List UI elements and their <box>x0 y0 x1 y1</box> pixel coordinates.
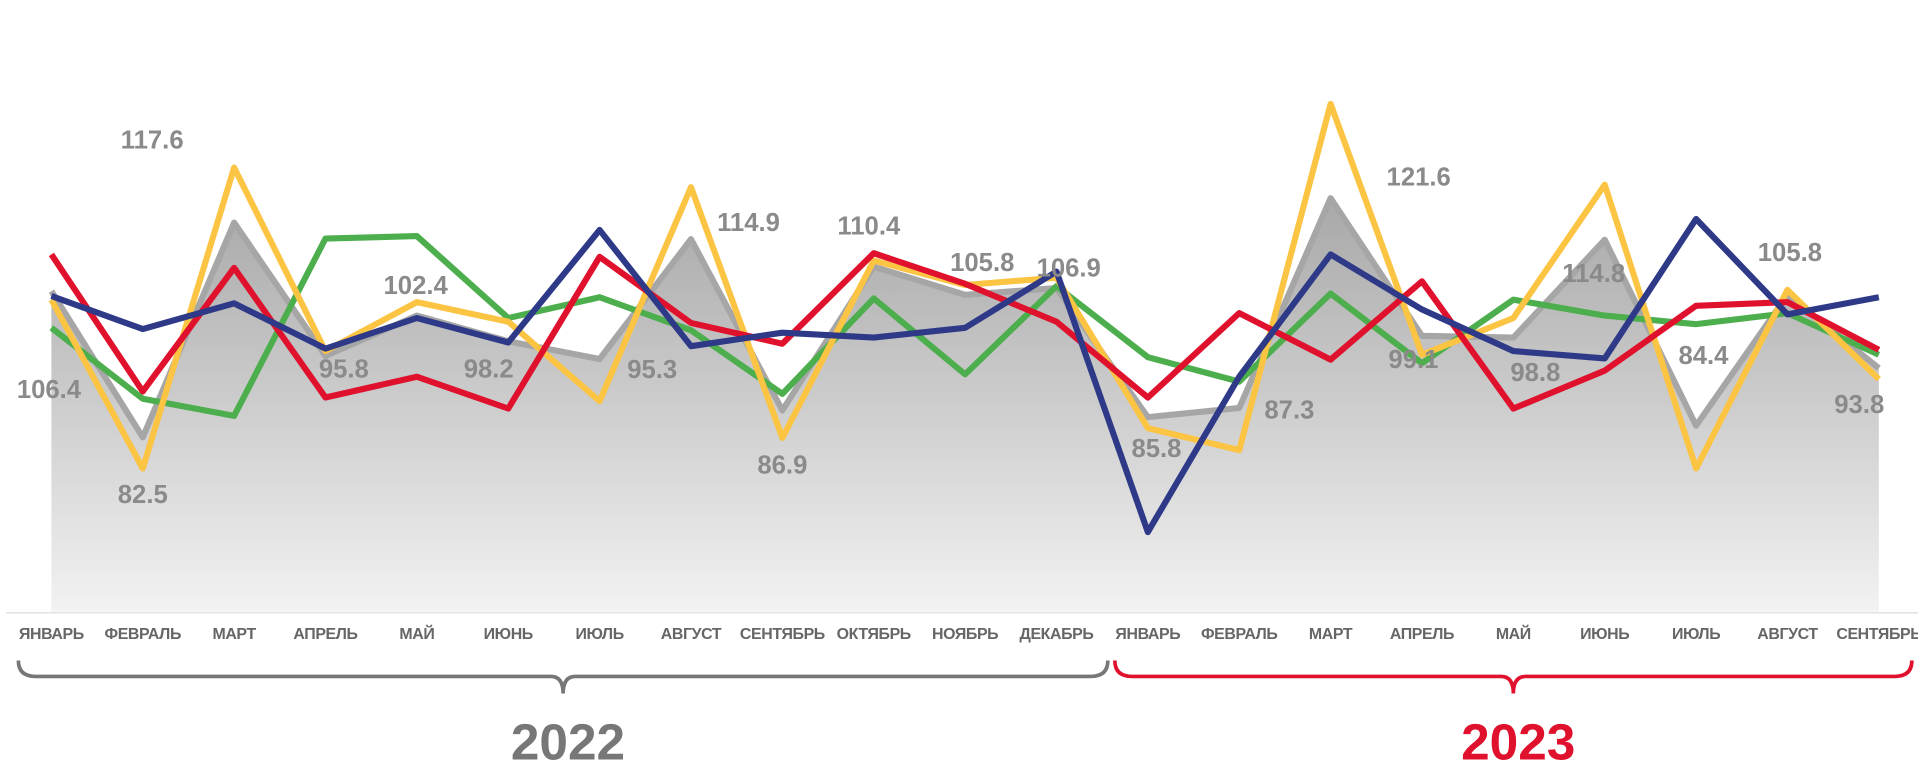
x-tick-label: СЕНТЯБРЬ <box>1836 626 1918 643</box>
x-tick-label: ДЕКАБРЬ <box>1020 626 1094 643</box>
x-tick-label: ЯНВАРЬ <box>1115 626 1180 643</box>
x-tick-label: НОЯБРЬ <box>932 626 998 643</box>
x-tick-label: МАЙ <box>1496 624 1531 643</box>
x-tick-label: СЕНТЯБРЬ <box>740 626 825 643</box>
value-label: 86.9 <box>757 451 807 479</box>
x-tick-label: ФЕВРАЛЬ <box>1201 626 1278 643</box>
line <box>49 233 1881 419</box>
value-label: 114.9 <box>717 209 780 237</box>
value-label: 99.1 <box>1388 346 1438 374</box>
x-tick-label: ИЮЛЬ <box>575 626 623 643</box>
x-tick-label: АВГУСТ <box>1757 626 1818 643</box>
x-tick-label: АПРЕЛЬ <box>293 626 357 643</box>
value-label: 82.5 <box>118 481 168 509</box>
x-tick-label: ИЮНЬ <box>484 626 533 643</box>
x-tick-label: ЯНВАРЬ <box>19 626 84 643</box>
group-label: 2022 <box>511 713 625 770</box>
line <box>48 250 1881 412</box>
x-tick-label: МАРТ <box>212 626 256 643</box>
group-brace <box>16 660 1110 694</box>
value-label: 106.4 <box>17 376 82 404</box>
value-label: 87.3 <box>1264 396 1314 424</box>
value-label: 95.3 <box>627 356 677 384</box>
value-label: 105.8 <box>1758 239 1822 267</box>
value-label: 98.2 <box>464 355 514 383</box>
x-tick-label: ИЮНЬ <box>1580 626 1629 643</box>
x-tick-label: МАЙ <box>399 624 434 643</box>
value-label: 95.8 <box>319 355 369 383</box>
x-tick-label: АВГУСТ <box>661 626 722 643</box>
value-label: 93.8 <box>1834 391 1884 419</box>
value-label: 105.8 <box>950 249 1014 277</box>
x-tick-label: АПРЕЛЬ <box>1390 626 1454 643</box>
value-label: 121.6 <box>1387 163 1451 191</box>
value-label: 102.4 <box>384 272 449 300</box>
x-tick-label: ОКТЯБРЬ <box>837 626 911 643</box>
x-tick-label: ИЮЛЬ <box>1672 626 1720 643</box>
area <box>51 198 1879 612</box>
value-label: 117.6 <box>121 127 184 155</box>
value-label: 110.4 <box>837 212 901 240</box>
value-label: 106.9 <box>1037 254 1101 282</box>
area-line <box>48 195 1881 441</box>
group-brace <box>1113 660 1914 694</box>
value-label: 85.8 <box>1131 435 1181 463</box>
x-tick-label: ФЕВРАЛЬ <box>105 626 182 643</box>
line <box>50 215 1880 536</box>
group-label: 2023 <box>1461 713 1575 770</box>
value-label: 98.8 <box>1510 359 1560 387</box>
x-tick-label: МАРТ <box>1309 626 1353 643</box>
value-label: 114.8 <box>1562 260 1625 288</box>
value-label: 84.4 <box>1678 342 1729 370</box>
